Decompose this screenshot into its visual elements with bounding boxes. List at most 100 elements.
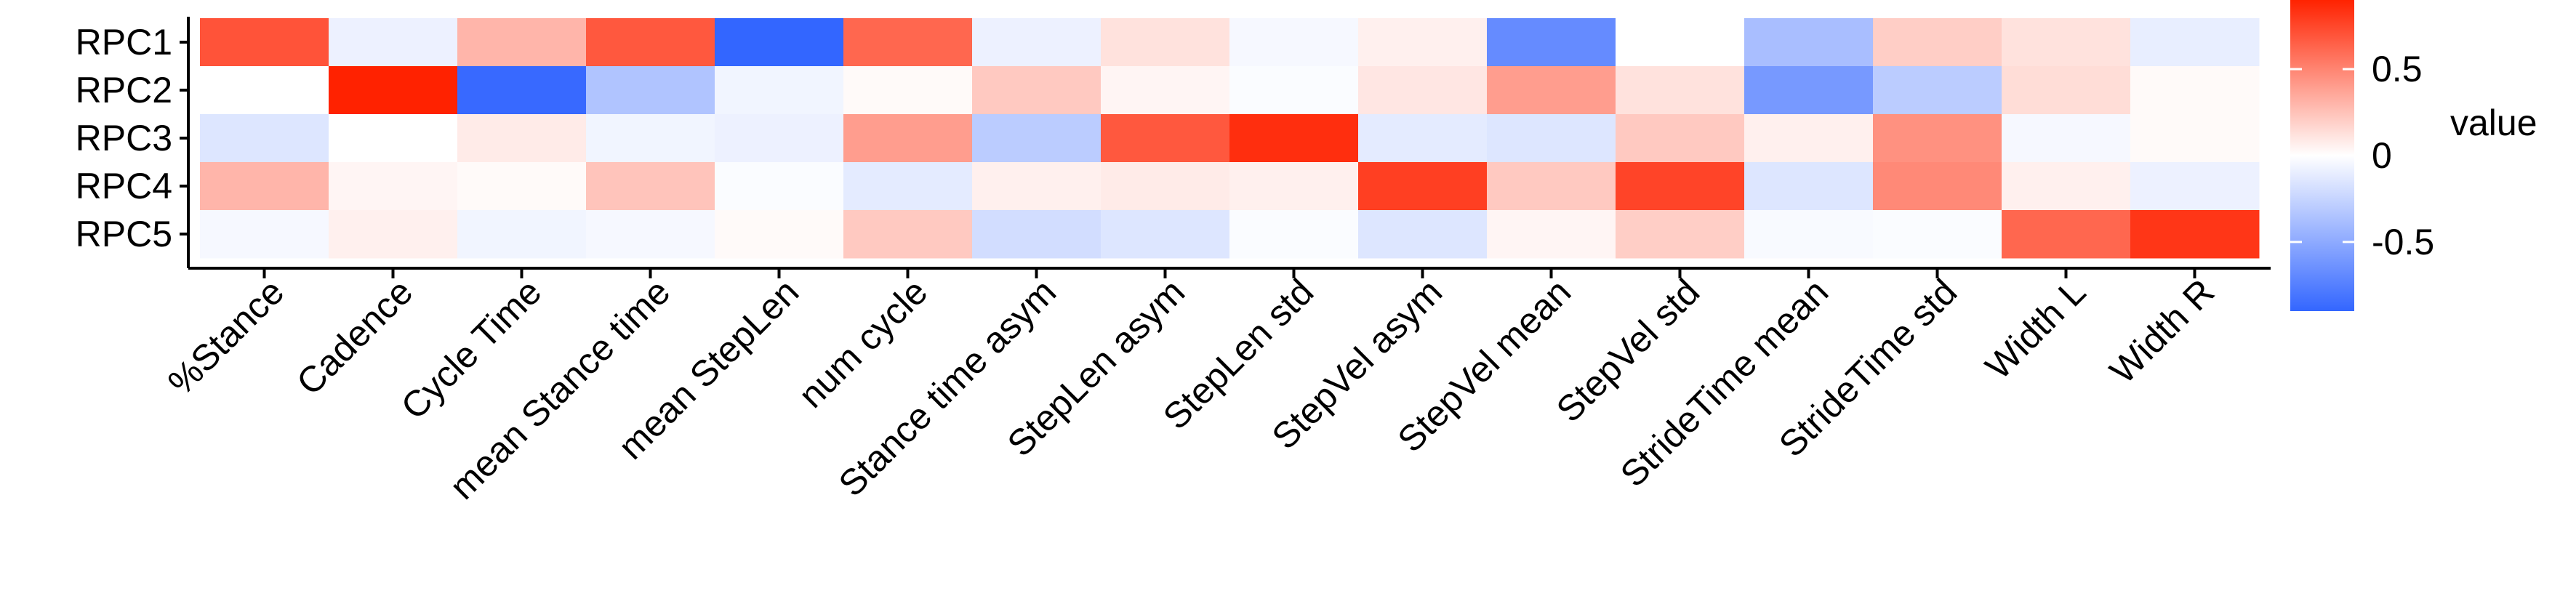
heatmap-cell (200, 210, 329, 259)
heatmap-cell (1358, 66, 1488, 115)
heatmap-cell (843, 210, 973, 259)
row-label: RPC2 (76, 70, 172, 110)
heatmap-cell (586, 66, 715, 115)
heatmap-cell (1101, 210, 1230, 259)
heatmap-cell (1229, 66, 1359, 115)
heatmap-cell (329, 66, 458, 115)
heatmap-cell (200, 162, 329, 211)
heatmap-cell (329, 210, 458, 259)
heatmap-cell (200, 66, 329, 115)
heatmap-cell (1616, 114, 1745, 163)
column-label: Cadence (289, 271, 420, 403)
legend-tick-label: -0.5 (2372, 222, 2434, 262)
heatmap-cell (457, 210, 587, 259)
heatmap-cell (1744, 162, 1874, 211)
row-label: RPC4 (76, 166, 172, 206)
heatmap-cell (2002, 66, 2131, 115)
heatmap-cell (1873, 210, 2002, 259)
heatmap-cell (1101, 114, 1230, 163)
heatmap-cell (715, 114, 844, 163)
heatmap-cell (1487, 162, 1616, 211)
heatmap-cell (1229, 162, 1359, 211)
heatmap-cell (1487, 114, 1616, 163)
heatmap-cell (457, 162, 587, 211)
heatmap-cell (1229, 210, 1359, 259)
heatmap-cell (329, 114, 458, 163)
column-label: Width L (1978, 271, 2093, 387)
heatmap-cell (1616, 210, 1745, 259)
heatmap-cell (1358, 162, 1488, 211)
color-legend: 0.5 0 -0.5 value (2290, 0, 2537, 311)
heatmap-cell (200, 114, 329, 163)
heatmap-cell (2130, 18, 2260, 67)
heatmap-cell (457, 114, 587, 163)
heatmap-cell (1358, 114, 1488, 163)
heatmap-cell (2002, 114, 2131, 163)
heatmap-cell (2130, 66, 2260, 115)
heatmap-cell (1101, 66, 1230, 115)
legend-tick-label: 0 (2372, 135, 2392, 176)
heatmap-cell (972, 114, 1102, 163)
heatmap-cell (2002, 210, 2131, 259)
heatmap-cell (329, 18, 458, 67)
column-label: Width R (2102, 271, 2222, 391)
column-label: Stance time asym (831, 271, 1064, 504)
heatmap-cell (586, 162, 715, 211)
heatmap-cells (200, 18, 2260, 259)
heatmap-cell (1744, 210, 1874, 259)
heatmap-cell (586, 18, 715, 67)
heatmap-cell (2130, 162, 2260, 211)
heatmap-cell (1229, 18, 1359, 67)
heatmap-cell (1358, 18, 1488, 67)
heatmap-cell (1616, 162, 1745, 211)
row-label: RPC1 (76, 22, 172, 63)
heatmap-cell (1487, 66, 1616, 115)
heatmap-cell (457, 18, 587, 67)
heatmap-cell (457, 66, 587, 115)
heatmap-cell (843, 114, 973, 163)
heatmap-cell (2130, 210, 2260, 259)
heatmap-cell (972, 162, 1102, 211)
heatmap-cell (1229, 114, 1359, 163)
legend-tick-label: 0.5 (2372, 49, 2423, 89)
heatmap-cell (2130, 114, 2260, 163)
heatmap-cell (843, 162, 973, 211)
heatmap-cell (1487, 18, 1616, 67)
heatmap-cell (586, 210, 715, 259)
heatmap-cell (972, 210, 1102, 259)
heatmap-cell (843, 18, 973, 67)
heatmap-cell (715, 66, 844, 115)
heatmap-cell (1616, 66, 1745, 115)
heatmap-cell (1744, 18, 1874, 67)
heatmap-cell (586, 114, 715, 163)
heatmap-cell (972, 66, 1102, 115)
heatmap-cell (715, 210, 844, 259)
heatmap-cell (715, 18, 844, 67)
heatmap-cell (2002, 18, 2131, 67)
heatmap-cell (329, 162, 458, 211)
heatmap-cell (1358, 210, 1488, 259)
column-label: mean Stance time (442, 271, 678, 507)
heatmap-cell (1873, 66, 2002, 115)
heatmap-cell (715, 162, 844, 211)
row-labels: RPC1 RPC2 RPC3 RPC4 RPC5 (76, 22, 172, 254)
axes (180, 17, 2271, 278)
heatmap-cell (1744, 114, 1874, 163)
heatmap-cell (2002, 162, 2131, 211)
column-label: %Stance (160, 271, 292, 403)
heatmap-cell (1101, 18, 1230, 67)
heatmap-cell (1616, 18, 1745, 67)
heatmap-cell (972, 18, 1102, 67)
heatmap-cell (1487, 210, 1616, 259)
row-label: RPC3 (76, 118, 172, 158)
heatmap-cell (1101, 162, 1230, 211)
heatmap-cell (200, 18, 329, 67)
heatmap-cell (1873, 18, 2002, 67)
legend-title: value (2450, 102, 2537, 143)
heatmap-cell (1873, 162, 2002, 211)
row-label: RPC5 (76, 214, 172, 254)
heatmap-cell (843, 66, 973, 115)
